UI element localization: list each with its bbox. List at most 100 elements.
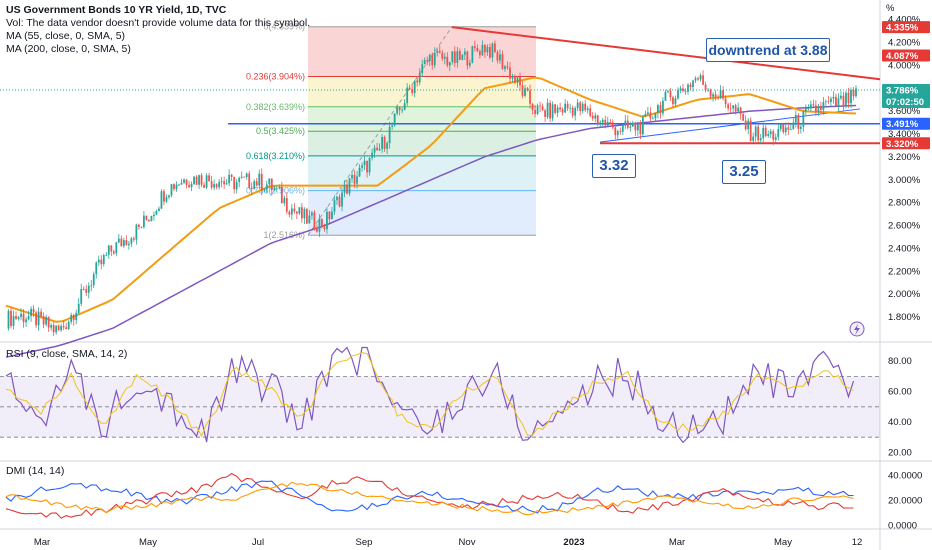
candle-body [155, 210, 158, 215]
candle-body [433, 52, 436, 66]
candle-body [125, 240, 128, 246]
candle-body [416, 80, 419, 83]
ma200-legend: MA (200, close, 0, SMA, 5) [6, 43, 131, 55]
candle-body [591, 115, 594, 119]
candle-body [586, 108, 589, 111]
candle-body [112, 251, 115, 254]
price-tag: 3.320% [882, 137, 930, 150]
price-tag-bg [882, 49, 930, 62]
candle-body [674, 98, 677, 105]
candle-body [832, 96, 835, 99]
candle-body [589, 108, 592, 116]
candle-body [729, 108, 732, 110]
candle-body [606, 122, 609, 126]
candle-body [438, 50, 441, 53]
candle-body [514, 76, 516, 83]
candle-body [203, 184, 205, 188]
candle-body [639, 123, 642, 135]
candle-body [727, 104, 730, 109]
candle-body [621, 124, 624, 132]
candle-body [709, 89, 712, 97]
candle-body [456, 51, 459, 63]
candle-body [295, 211, 298, 214]
di-plus-line [5, 480, 854, 514]
price-tick-label: 4.000% [888, 60, 921, 71]
candle-body [473, 46, 476, 48]
rsi-tick-label: 80.00 [888, 356, 912, 367]
candle-body [644, 114, 647, 117]
candle-body [845, 92, 847, 106]
adx-line [5, 481, 854, 516]
candle-body [742, 114, 745, 121]
candle-body [328, 211, 331, 220]
candle-body [754, 126, 757, 137]
price-tag-bg [882, 137, 930, 150]
candle-body [544, 110, 546, 117]
candle-body [401, 109, 404, 111]
candle-body [817, 106, 820, 112]
candle-body [431, 54, 434, 66]
candle-body [677, 90, 679, 99]
candle-body [486, 47, 489, 53]
candle-body [326, 211, 328, 230]
candle-body [378, 148, 381, 151]
candle-body [117, 238, 120, 243]
candle-body [273, 188, 276, 191]
candle-body [418, 73, 421, 83]
candle-body [158, 208, 160, 211]
candle-body [689, 84, 692, 88]
fib-zone [308, 106, 536, 132]
candle-body [80, 289, 83, 304]
candle-body [198, 175, 200, 185]
price-tag-value: 3.491% [886, 119, 919, 130]
candle-body [789, 129, 792, 130]
candle-body [65, 327, 68, 330]
candle-body [188, 184, 190, 188]
candle-body [478, 51, 481, 56]
candle-body [200, 175, 203, 185]
candle-body [270, 178, 273, 191]
candle-body [398, 107, 401, 111]
candle-body [185, 179, 188, 185]
price-tick-label: 2.400% [888, 243, 921, 254]
candle-body [115, 242, 118, 254]
candle-body [782, 124, 785, 133]
candle-body [245, 173, 248, 177]
candle-body [411, 89, 414, 94]
candle-body [223, 181, 226, 185]
candle-body [285, 198, 288, 212]
candle-body [336, 196, 338, 201]
candle-body [734, 105, 737, 112]
candle-body [827, 101, 830, 103]
fib-zone [308, 190, 536, 236]
candle-body [386, 143, 389, 149]
candle-body [253, 181, 256, 190]
candle-body [393, 113, 396, 126]
ma55-legend: MA (55, close, 0, SMA, 5) [6, 30, 126, 42]
candle-body [584, 103, 587, 111]
time-tick-label: May [139, 537, 157, 548]
candle-body [566, 103, 569, 109]
candle-body [318, 218, 321, 232]
candle-body [331, 211, 333, 220]
candle-body [596, 115, 599, 124]
candle-body [72, 315, 75, 321]
candle-body [351, 174, 353, 179]
candle-body [17, 317, 20, 319]
candle-body [290, 208, 293, 215]
candle-body [413, 80, 416, 94]
price-tag-bg [882, 117, 930, 130]
candle-body [220, 181, 223, 183]
volume-note: Vol: The data vendor doesn't provide vol… [6, 17, 311, 29]
candle-body [561, 109, 564, 113]
candle-body [717, 97, 719, 99]
time-tick-label: 2023 [563, 537, 584, 548]
candle-body [652, 118, 654, 120]
candle-body [408, 87, 411, 90]
candle-body [228, 174, 231, 184]
fib-level-label: 0.236(3.904%) [246, 71, 305, 81]
candle-body [391, 125, 394, 127]
candle-body [616, 131, 619, 136]
candle-body [481, 44, 484, 56]
